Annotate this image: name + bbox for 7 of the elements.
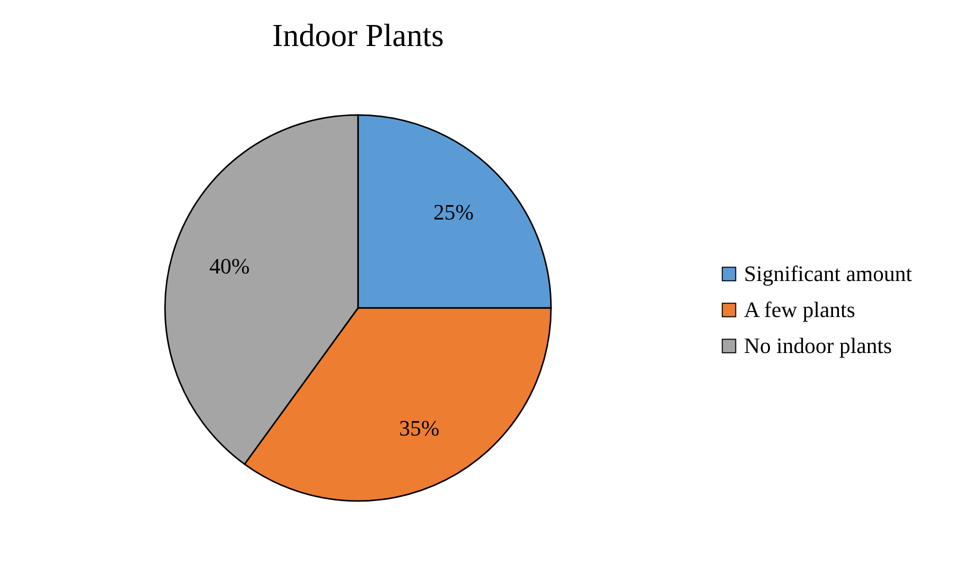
chart-title: Indoor Plants [272,17,444,53]
data-label: 40% [209,253,250,278]
data-label: 35% [399,415,440,440]
legend-label: No indoor plants [744,333,892,358]
data-label: 25% [433,199,474,224]
legend-label: Significant amount [744,261,912,286]
legend-label: A few plants [744,297,856,322]
